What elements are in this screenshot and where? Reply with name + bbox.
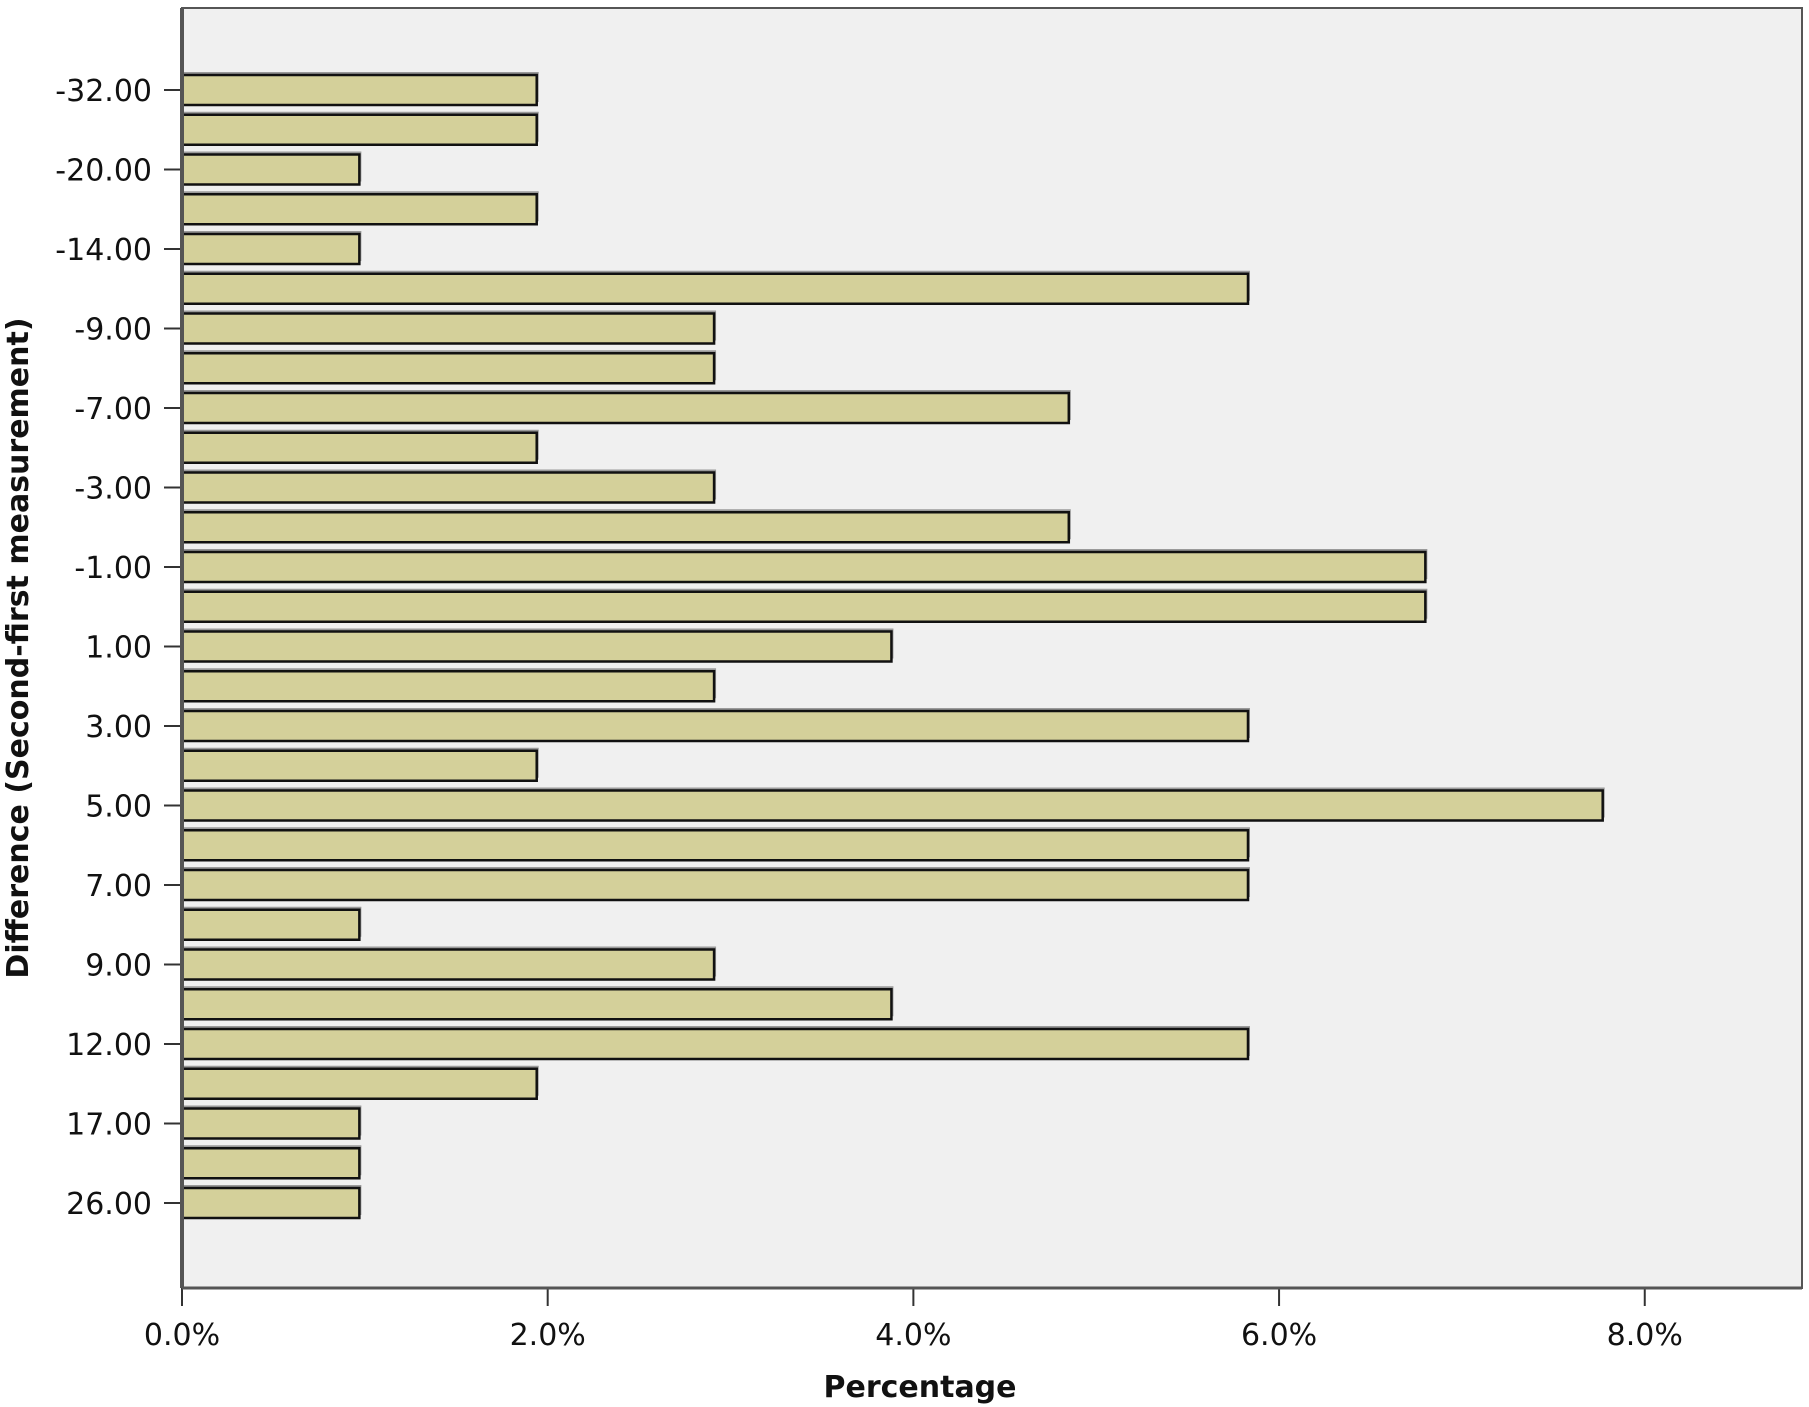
y-tick-label: 7.00 — [85, 869, 152, 904]
bar — [180, 1067, 538, 1100]
bar — [180, 789, 1604, 822]
bar — [180, 471, 716, 504]
bar — [180, 630, 893, 663]
y-tick-label: 1.00 — [85, 631, 152, 666]
y-tick-label: -3.00 — [74, 472, 152, 507]
bar — [180, 908, 361, 941]
bar — [180, 153, 361, 186]
bar — [180, 431, 538, 464]
y-axis-title: Difference (Second-first measurement) — [1, 317, 36, 978]
x-ticks-group: 0.0% 2.0% 4.0% 6.0% 8.0% — [144, 1288, 1683, 1353]
x-tick-label: 6.0% — [1241, 1318, 1317, 1353]
x-tick-label: 8.0% — [1607, 1318, 1683, 1353]
bar — [180, 272, 1250, 305]
bar — [180, 312, 716, 345]
y-tick-label: 12.00 — [66, 1028, 152, 1063]
bar — [180, 232, 361, 266]
bars-group — [180, 72, 1605, 1220]
bar — [180, 749, 538, 782]
bar — [180, 948, 716, 981]
x-tick-label: 2.0% — [510, 1318, 586, 1353]
bar — [180, 670, 716, 703]
y-tick-label: 26.00 — [66, 1187, 152, 1222]
y-tick-label: -32.00 — [55, 74, 152, 109]
bar — [180, 709, 1250, 743]
bar — [180, 988, 893, 1021]
bar — [180, 391, 1071, 425]
bar — [180, 1027, 1250, 1061]
bar — [180, 590, 1427, 623]
y-tick-label: 17.00 — [66, 1108, 152, 1143]
x-tick-label: 4.0% — [875, 1318, 951, 1353]
bar — [180, 1186, 361, 1220]
bar — [180, 193, 538, 226]
bar — [180, 1107, 361, 1140]
x-axis-title: Percentage — [823, 1370, 1016, 1405]
bar — [180, 1147, 361, 1180]
bar — [180, 550, 1427, 584]
bar — [180, 73, 538, 107]
bar — [180, 113, 538, 146]
bar — [180, 829, 1250, 862]
y-tick-label: -20.00 — [55, 154, 152, 189]
y-tick-label: -1.00 — [74, 551, 152, 586]
bar — [180, 868, 1250, 902]
bar — [180, 511, 1071, 544]
y-tick-label: -7.00 — [74, 392, 152, 427]
y-tick-label: 3.00 — [85, 710, 152, 745]
y-tick-label: -14.00 — [55, 233, 152, 268]
y-tick-label: 5.00 — [85, 790, 152, 825]
y-tick-label: 9.00 — [85, 949, 152, 984]
bar — [180, 352, 716, 385]
x-tick-label: 0.0% — [144, 1318, 220, 1353]
y-tick-label: -9.00 — [74, 313, 152, 348]
y-ticks-group: -32.00 -20.00 -14.00 -9.00 -7.00 -3.00 -1.00 1.… — [55, 74, 182, 1222]
